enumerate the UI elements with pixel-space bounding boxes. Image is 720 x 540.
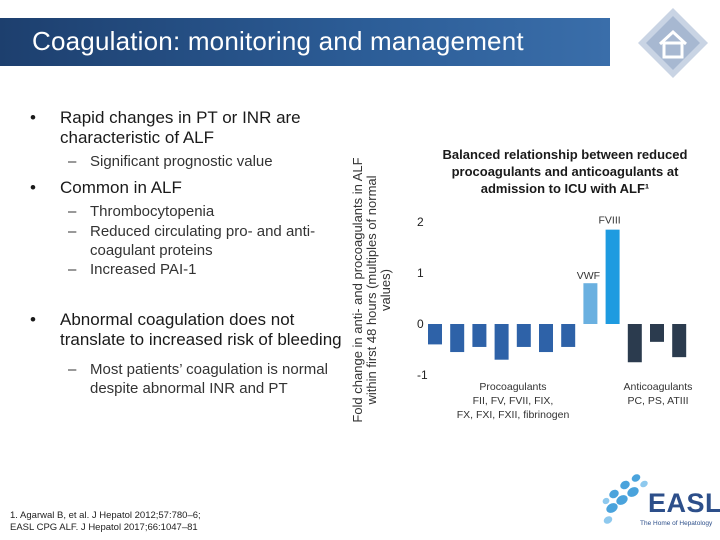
bar bbox=[650, 324, 664, 342]
bar bbox=[583, 283, 598, 324]
y-tick-label: -1 bbox=[417, 368, 428, 382]
sub-bullet-text: Thrombocytopenia bbox=[90, 203, 215, 220]
group-label-procoagulants: FII, FV, FVII, FIX, bbox=[473, 395, 554, 407]
y-tick-label: 1 bbox=[417, 266, 424, 280]
sub-bullet-item: – Increased PAI-1 bbox=[68, 261, 197, 278]
y-tick-label: 0 bbox=[417, 317, 424, 331]
bar-label-fviii: FVIII bbox=[599, 215, 621, 227]
group-label-anticoagulants: PC, PS, ATIII bbox=[627, 395, 688, 407]
bullet-item: • Rapid changes in PT or INR are characte… bbox=[30, 108, 301, 147]
bar bbox=[428, 324, 442, 345]
sub-bullet-text: Increased PAI-1 bbox=[90, 261, 197, 278]
logo-name: EASL bbox=[648, 488, 720, 518]
chart-title: Balanced relationship between reduced pr… bbox=[442, 147, 688, 196]
title-bar bbox=[0, 18, 610, 66]
reference-line: EASL CPG ALF. J Hepatol 2017;66:1047–81 bbox=[10, 522, 198, 533]
bar bbox=[539, 324, 553, 353]
bar bbox=[494, 324, 509, 360]
home-icon[interactable] bbox=[636, 6, 710, 80]
sub-bullet-item: – Reduced circulating pro- and anti-coagu… bbox=[68, 223, 316, 259]
bullet-item: • Common in ALF bbox=[30, 178, 182, 197]
sub-bullet-text: Most patients’ coagulation is normal des… bbox=[90, 361, 328, 397]
group-label-procoagulants: FX, FXI, FXII, fibrinogen bbox=[457, 409, 570, 421]
sub-bullet-item: – Most patients’ coagulation is normal de… bbox=[68, 361, 328, 397]
bullet-text: Rapid changes in PT or INR are character… bbox=[60, 108, 301, 147]
bar bbox=[450, 324, 465, 353]
bullet-text: Common in ALF bbox=[60, 178, 182, 197]
bar bbox=[627, 324, 642, 363]
bar bbox=[516, 324, 531, 347]
bullet-item: • Abnormal coagulation does not translate… bbox=[30, 310, 342, 349]
bar-label-vwf: VWF bbox=[577, 270, 600, 282]
group-label-procoagulants: Procoagulants bbox=[479, 381, 546, 393]
references: 1. Agarwal B, et al. J Hepatol 2012;57:7… bbox=[10, 510, 201, 534]
sub-bullet-text: Reduced circulating pro- and anti-coagul… bbox=[90, 223, 316, 259]
bar-chart: 2 1 0 -1 VWF FVIII Procoagulants FII, FV, FVII,… bbox=[417, 215, 693, 421]
sub-bullet-item: – Significant prognostic value bbox=[68, 153, 273, 170]
bar bbox=[605, 229, 620, 324]
group-label-anticoagulants: Anticoagulants bbox=[624, 381, 693, 393]
header: Coagulation: monitoring and management bbox=[0, 0, 720, 82]
logo-tagline: The Home of Hepatology bbox=[640, 520, 713, 527]
y-axis-label: Fold change in anti- and procoagulants i… bbox=[350, 157, 393, 423]
reference-line: 1. Agarwal B, et al. J Hepatol 2012;57:7… bbox=[10, 510, 201, 521]
y-tick-label: 2 bbox=[417, 215, 424, 229]
bullet-text: Abnormal coagulation does not translate … bbox=[60, 310, 342, 349]
bullet-list: • Rapid changes in PT or INR are characte… bbox=[28, 108, 348, 398]
sub-bullet-item: – Thrombocytopenia bbox=[68, 203, 215, 220]
bar bbox=[672, 324, 687, 358]
bar bbox=[472, 324, 487, 347]
sub-bullet-text: Significant prognostic value bbox=[90, 153, 273, 170]
page-title: Coagulation: monitoring and management bbox=[32, 26, 524, 56]
easl-logo-icon bbox=[602, 474, 648, 524]
bar bbox=[561, 324, 576, 347]
